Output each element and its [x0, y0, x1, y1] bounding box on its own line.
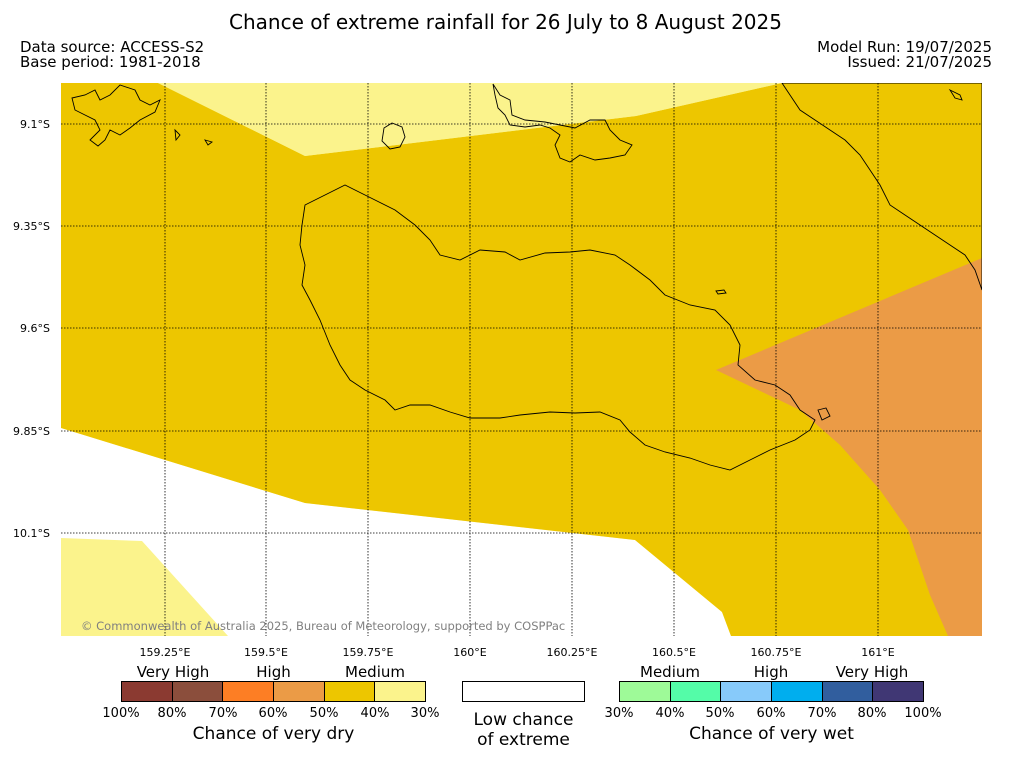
dry-swatch-70-60	[223, 682, 275, 701]
map-field	[61, 83, 982, 636]
dry-swatch-50-40	[324, 682, 376, 701]
wet-swatch-50-60	[721, 682, 773, 701]
dry-tick-50: 50%	[309, 706, 339, 721]
lon-label-160-5: 160.5°E	[652, 646, 696, 659]
rainfall-map: 9.1°S 9.35°S 9.6°S 9.85°S 10.1°S 159.25°…	[13, 83, 982, 659]
coastline-savo	[381, 122, 406, 150]
neutral-caption-line2: of extreme	[477, 730, 570, 750]
coastline-malaita	[781, 83, 982, 291]
wet-tick-50: 50%	[705, 706, 735, 721]
dry-tick-100: 100%	[102, 706, 140, 721]
dry-swatch-60-50	[274, 682, 325, 701]
dry-swatch-80-70	[172, 682, 224, 701]
wet-swatch-80-100	[873, 682, 924, 701]
coastline-guadalcanal	[299, 184, 816, 471]
dry-color-bar	[121, 681, 426, 702]
base-period-text: Base period: 1981-2018	[20, 53, 201, 71]
issued-text: Issued: 21/07/2025	[847, 53, 992, 71]
dry-category-high: High	[256, 663, 291, 681]
coastlines	[71, 83, 982, 471]
lon-label-160: 160°E	[453, 646, 486, 659]
wet-swatch-30-40	[620, 682, 671, 701]
region-dry-50-60	[716, 258, 982, 636]
wet-tick-80: 80%	[857, 706, 887, 721]
lon-label-159-25: 159.25°E	[140, 646, 191, 659]
lat-label-9-6: 9.6°S	[20, 322, 50, 335]
wet-category-very-high: Very High	[835, 663, 909, 681]
lon-label-160-25: 160.25°E	[547, 646, 598, 659]
dry-tick-30: 30%	[410, 706, 440, 721]
lon-label-159-5: 159.5°E	[244, 646, 288, 659]
dry-tick-60: 60%	[258, 706, 288, 721]
dry-category-medium: Medium	[345, 663, 405, 681]
dry-tick-80: 80%	[157, 706, 187, 721]
model-run-text: Model Run: 19/07/2025	[817, 38, 992, 56]
dry-category-very-high: Very High	[136, 663, 210, 681]
lat-label-9-1: 9.1°S	[20, 118, 50, 131]
neutral-color-box	[462, 681, 585, 702]
lat-label-9-85: 9.85°S	[13, 425, 50, 438]
run-info: Model Run: 19/07/2025 Issued: 21/07/2025	[817, 40, 992, 70]
wet-swatch-70-80	[822, 682, 874, 701]
lat-label-10-1: 10.1°S	[13, 527, 50, 540]
map-title: Chance of extreme rainfall for 26 July t…	[229, 10, 782, 34]
lon-label-161: 161°E	[861, 646, 894, 659]
wet-tick-40: 40%	[655, 706, 685, 721]
neutral-caption-line1: Low chance	[473, 710, 574, 730]
lon-label-160-75: 160.75°E	[751, 646, 802, 659]
wet-swatch-60-70	[772, 682, 823, 701]
gridlines	[61, 83, 982, 636]
dry-tick-70: 70%	[208, 706, 238, 721]
data-info: Data source: ACCESS-S2 Base period: 1981…	[20, 40, 204, 70]
wet-swatch-40-50	[670, 682, 722, 701]
copyright-text: © Commonwealth of Australia 2025, Bureau…	[81, 619, 565, 633]
lat-label-9-35: 9.35°S	[13, 220, 50, 233]
coastline-russell-islands	[71, 84, 161, 147]
dry-tick-40: 40%	[360, 706, 390, 721]
wet-tick-30: 30%	[604, 706, 634, 721]
wet-tick-60: 60%	[756, 706, 786, 721]
coastline-florida-islands	[492, 83, 633, 163]
dry-caption: Chance of very dry	[192, 724, 355, 744]
region-dry-40-50	[61, 83, 982, 636]
wet-tick-70: 70%	[807, 706, 837, 721]
lon-label-159-75: 159.75°E	[343, 646, 394, 659]
wet-category-medium: Medium	[640, 663, 700, 681]
dry-swatch-100-80	[122, 682, 173, 701]
data-source-text: Data source: ACCESS-S2	[20, 38, 205, 56]
neutral-caption: Low chance of extreme	[462, 710, 585, 750]
wet-category-high: High	[753, 663, 789, 681]
wet-color-bar	[619, 681, 924, 702]
wet-caption: Chance of very wet	[689, 724, 854, 744]
neutral-swatch	[463, 682, 584, 701]
wet-tick-100: 100%	[904, 706, 942, 721]
dry-swatch-40-30	[375, 682, 426, 701]
